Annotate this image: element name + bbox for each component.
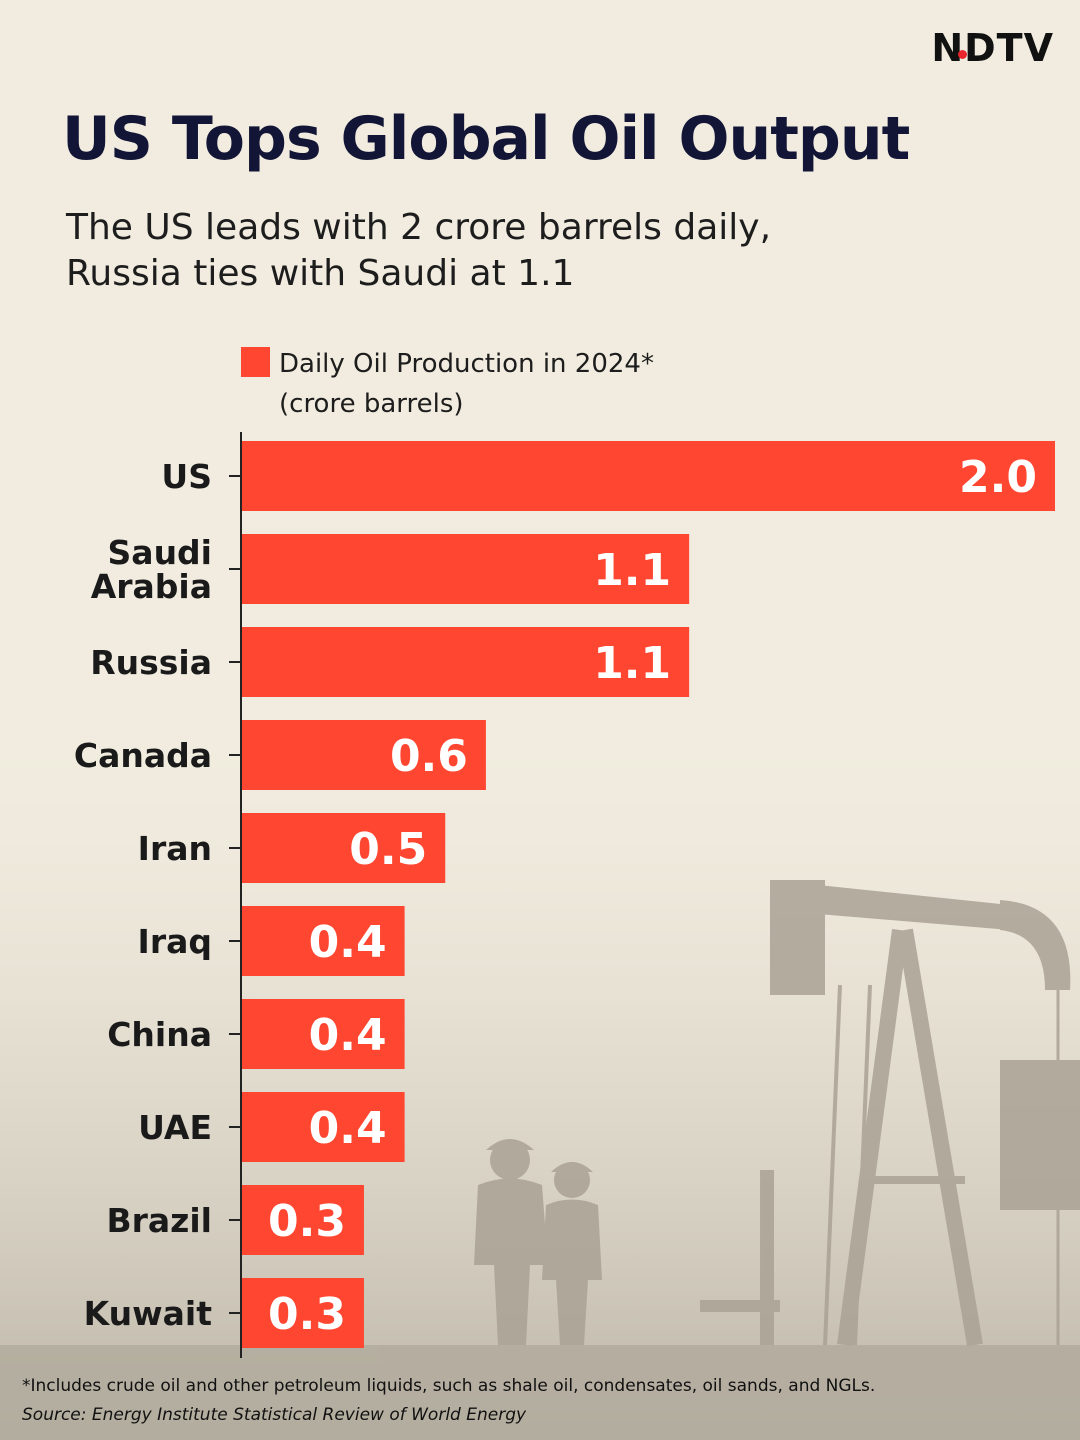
category-label: UAE [138, 1108, 212, 1147]
category-label: Brazil [106, 1201, 212, 1240]
value-label: 0.5 [349, 824, 427, 875]
logo-red-dot [958, 50, 968, 59]
category-label: Iran [138, 829, 212, 868]
legend-label-line-2: (crore barrels) [279, 389, 464, 419]
category-label: Canada [74, 736, 212, 775]
value-label: 2.0 [959, 452, 1037, 503]
bar-iran [242, 813, 446, 883]
source-credit: Source: Energy Institute Statistical Rev… [22, 1405, 527, 1425]
bar-us [242, 441, 1055, 511]
legend-label-line-1: Daily Oil Production in 2024* [279, 349, 654, 379]
bar-brazil [242, 1185, 364, 1255]
value-label: 0.4 [309, 1010, 387, 1061]
logo-text: NDTV [931, 26, 1054, 70]
bar-kuwait [242, 1278, 364, 1348]
category-label: Russia [90, 643, 212, 682]
value-label: 0.4 [309, 1103, 387, 1154]
value-label: 1.1 [593, 638, 671, 689]
value-label: 0.4 [309, 917, 387, 968]
bar-uae [242, 1092, 405, 1162]
page-subtitle: The US leads with 2 crore barrels daily,… [66, 205, 966, 297]
bar-saudi-arabia [242, 534, 690, 604]
value-label: 0.6 [390, 731, 468, 782]
category-label: Saudi Arabia [91, 533, 212, 606]
bar-russia [242, 627, 690, 697]
category-label: Kuwait [84, 1294, 213, 1333]
ndtv-logo: NDTV [931, 26, 1054, 70]
footnote: *Includes crude oil and other petroleum … [22, 1376, 876, 1396]
bar-canada [242, 720, 486, 790]
category-label: US [161, 457, 212, 496]
bar-iraq [242, 906, 405, 976]
value-label: 0.3 [268, 1196, 346, 1247]
legend-swatch [241, 347, 270, 377]
value-label: 1.1 [593, 545, 671, 596]
subtitle-line-2: Russia ties with Saudi at 1.1 [66, 253, 575, 294]
bar-china [242, 999, 405, 1069]
page-title: US Tops Global Oil Output [62, 104, 910, 174]
value-label: 0.3 [268, 1289, 346, 1340]
category-label: Iraq [138, 922, 212, 961]
subtitle-line-1: The US leads with 2 crore barrels daily, [66, 207, 772, 248]
category-label: China [107, 1015, 212, 1054]
